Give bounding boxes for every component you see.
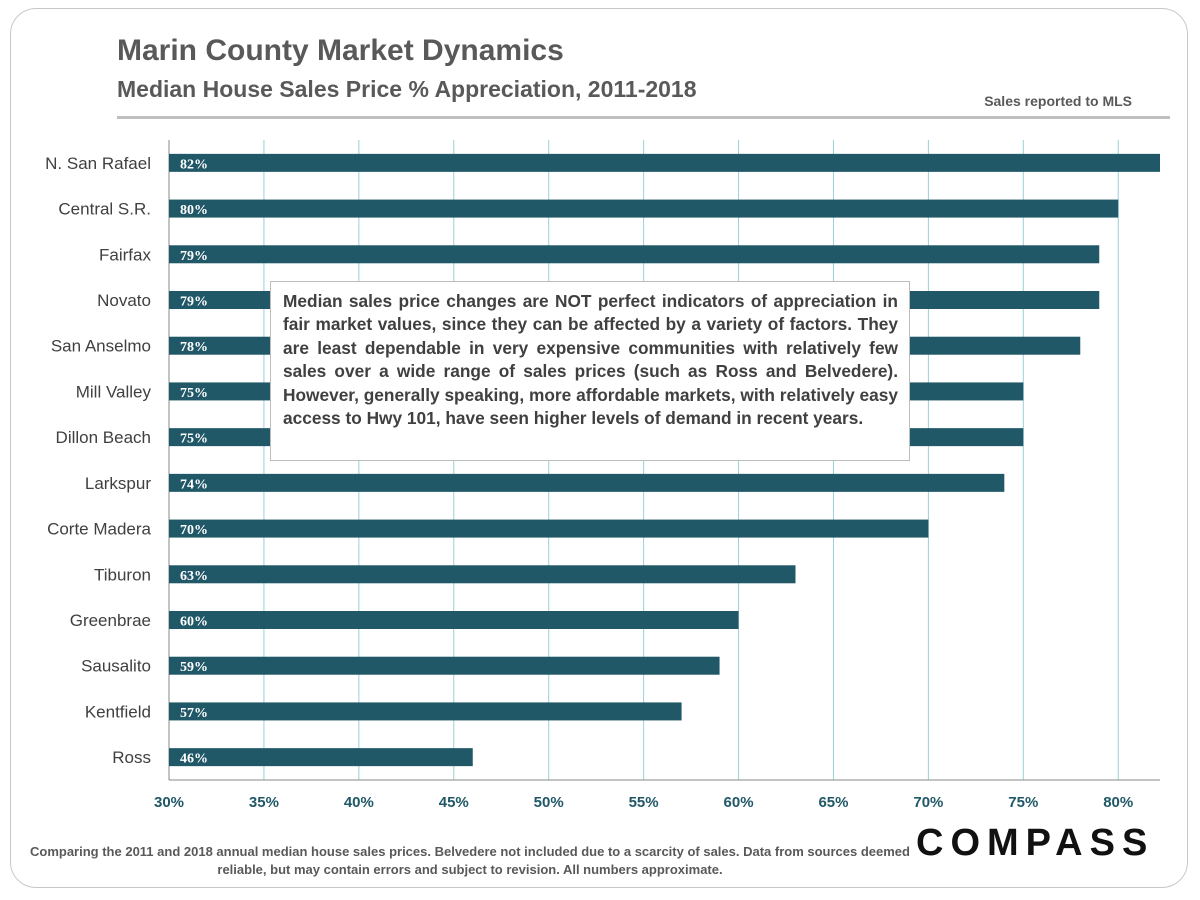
x-tick-label: 60% bbox=[724, 794, 754, 811]
bar bbox=[169, 656, 720, 675]
data-label: 79% bbox=[180, 295, 208, 310]
data-label: 80% bbox=[180, 203, 208, 218]
bar bbox=[169, 153, 1160, 172]
footnote: Comparing the 2011 and 2018 annual media… bbox=[30, 844, 910, 877]
data-label: 75% bbox=[180, 432, 208, 447]
data-label: 82% bbox=[180, 157, 208, 172]
data-label: 60% bbox=[180, 615, 208, 630]
x-tick-label: 50% bbox=[534, 794, 564, 811]
bar bbox=[169, 473, 1005, 492]
category-label: Sausalito bbox=[81, 657, 151, 676]
category-label: Fairfax bbox=[99, 245, 151, 264]
source-note: Sales reported to MLS bbox=[984, 93, 1132, 109]
compass-logo: COMPASS bbox=[916, 822, 1155, 864]
callout-text: Median sales price changes are NOT perfe… bbox=[283, 291, 898, 429]
category-label: Tiburon bbox=[94, 565, 151, 584]
bar bbox=[169, 519, 929, 538]
category-label: San Anselmo bbox=[51, 337, 151, 356]
x-tick-label: 35% bbox=[249, 794, 279, 811]
data-label: 46% bbox=[180, 752, 208, 767]
category-label: Central S.R. bbox=[58, 200, 151, 219]
chart-subtitle: Median House Sales Price % Appreciation,… bbox=[117, 76, 697, 102]
data-label: 78% bbox=[180, 340, 208, 355]
data-label: 74% bbox=[180, 477, 208, 492]
data-label: 79% bbox=[180, 249, 208, 264]
bar bbox=[169, 702, 682, 721]
x-tick-label: 40% bbox=[344, 794, 374, 811]
chart-title: Marin County Market Dynamics bbox=[117, 34, 564, 67]
data-label: 57% bbox=[180, 706, 208, 721]
bar bbox=[169, 565, 796, 584]
category-label: Larkspur bbox=[85, 474, 151, 493]
x-tick-label: 30% bbox=[154, 794, 184, 811]
x-tick-label: 70% bbox=[913, 794, 943, 811]
category-label: Dillon Beach bbox=[56, 428, 151, 447]
category-label: N. San Rafael bbox=[45, 154, 151, 173]
bar bbox=[169, 611, 739, 629]
category-label: Corte Madera bbox=[47, 520, 151, 539]
category-label: Kentfield bbox=[85, 702, 151, 721]
callout-box: Median sales price changes are NOT perfe… bbox=[270, 281, 910, 461]
category-label: Mill Valley bbox=[76, 382, 152, 401]
x-tick-label: 55% bbox=[629, 794, 659, 811]
bar bbox=[169, 199, 1119, 218]
title-divider bbox=[117, 116, 1170, 119]
category-label: Greenbrae bbox=[70, 611, 151, 630]
data-label: 70% bbox=[180, 523, 208, 538]
x-tick-label: 80% bbox=[1103, 794, 1133, 811]
data-label: 63% bbox=[180, 569, 208, 584]
data-label: 59% bbox=[180, 660, 208, 675]
data-label: 75% bbox=[180, 386, 208, 401]
x-tick-label: 45% bbox=[439, 794, 469, 811]
bar bbox=[169, 748, 473, 767]
category-label: Novato bbox=[97, 291, 151, 310]
x-tick-label: 75% bbox=[1008, 794, 1038, 811]
x-tick-label: 65% bbox=[818, 794, 848, 811]
bar bbox=[169, 245, 1100, 264]
category-label: Ross bbox=[112, 748, 151, 767]
